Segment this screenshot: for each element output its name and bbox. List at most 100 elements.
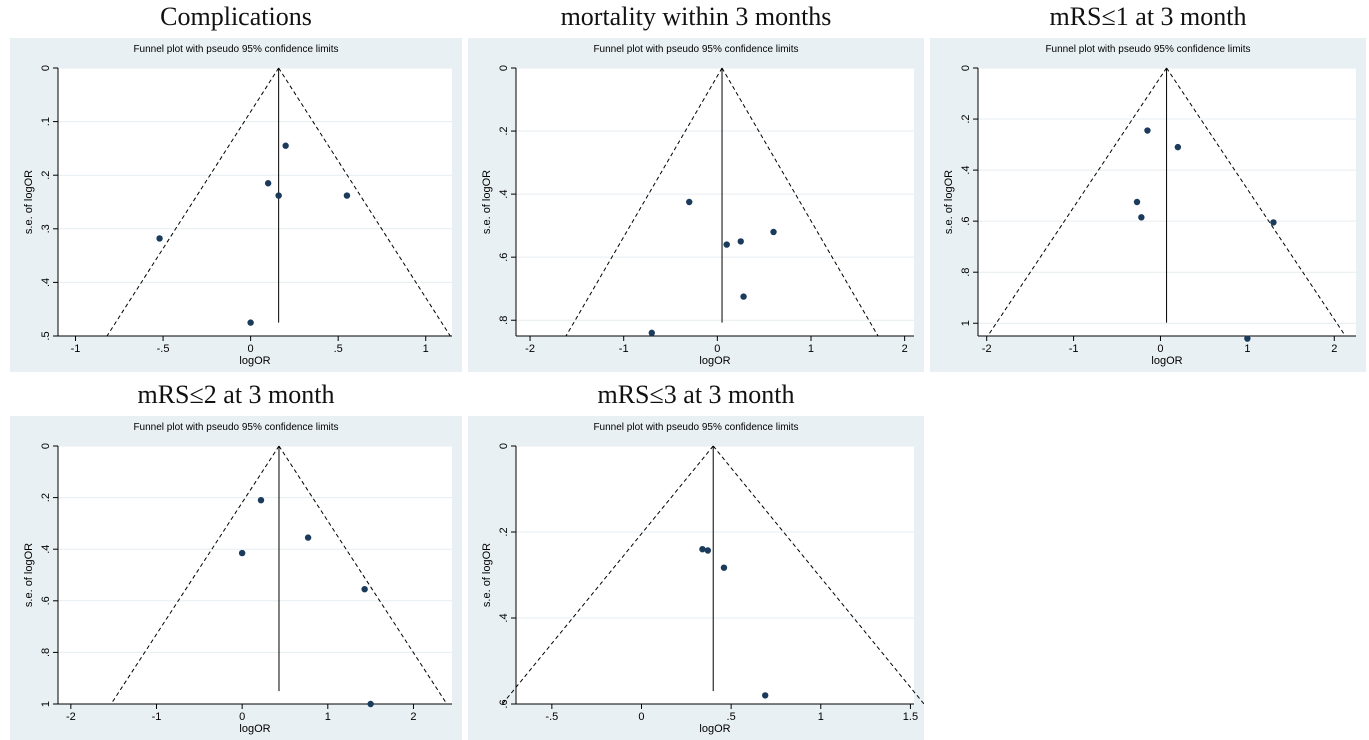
data-point xyxy=(740,293,747,300)
x-tick-label: 1 xyxy=(818,711,824,723)
x-tick-label: 1 xyxy=(325,711,331,723)
funnel-plot: Funnel plot with pseudo 95% confidence l… xyxy=(10,416,462,740)
plot-area xyxy=(516,446,914,704)
x-tick-label: .5 xyxy=(727,711,736,723)
funnel-left-limit xyxy=(987,67,1167,337)
x-tick-label: -2 xyxy=(66,711,76,723)
data-point xyxy=(699,546,706,553)
x-tick-label: 2 xyxy=(410,711,416,723)
x-tick-label: -.5 xyxy=(545,711,558,723)
y-tick-label: .2 xyxy=(40,493,52,502)
data-point xyxy=(1133,198,1141,206)
chart-title: Funnel plot with pseudo 95% confidence l… xyxy=(133,44,338,55)
panel-title: mRS≤1 at 3 month xyxy=(1049,2,1247,31)
x-tick-label: -1 xyxy=(619,343,629,355)
x-tick-label: 0 xyxy=(638,711,644,723)
data-point xyxy=(1174,143,1182,151)
y-tick-label: .8 xyxy=(960,268,972,277)
y-tick-label: .2 xyxy=(40,171,52,180)
data-point xyxy=(247,319,254,326)
funnel-right-limit xyxy=(278,445,448,705)
data-point xyxy=(704,547,712,554)
plot-area xyxy=(516,68,914,336)
panel-title: Complications xyxy=(160,2,312,31)
x-axis-label: logOR xyxy=(699,355,730,367)
y-tick-label: .6 xyxy=(498,699,510,708)
data-point xyxy=(275,192,282,199)
y-tick-label: 0 xyxy=(40,65,52,71)
x-tick-label: 0 xyxy=(248,343,254,355)
y-tick-label: .2 xyxy=(498,527,510,536)
data-point xyxy=(156,235,163,242)
chart-panel-mrs2: mRS≤2 at 3 month Funnel plot with pseudo… xyxy=(10,378,462,740)
y-tick-label: .6 xyxy=(40,596,52,605)
data-point xyxy=(723,241,730,248)
data-point xyxy=(648,329,655,337)
plot-area xyxy=(58,68,452,336)
y-tick-label: 0 xyxy=(498,65,510,71)
y-tick-label: .4 xyxy=(960,166,972,175)
y-tick-label: .4 xyxy=(40,545,52,554)
funnel-right-limit xyxy=(721,67,879,337)
y-axis-label: s.e. of logOR xyxy=(481,543,493,607)
x-tick-label: 0 xyxy=(239,711,245,723)
x-tick-label: 0 xyxy=(714,343,720,355)
y-tick-label: .6 xyxy=(960,217,972,226)
y-tick-label: .8 xyxy=(40,648,52,657)
funnel-right-limit xyxy=(1166,67,1346,337)
data-point xyxy=(1270,219,1277,226)
data-point xyxy=(686,198,693,206)
data-point xyxy=(282,142,289,149)
funnel-plot: Funnel plot with pseudo 95% confidence l… xyxy=(468,416,924,740)
x-tick-label: 1 xyxy=(423,343,429,355)
y-tick-label: 1 xyxy=(960,320,972,326)
x-tick-label: 1.5 xyxy=(903,711,918,723)
y-tick-label: .4 xyxy=(498,190,510,199)
plot-area xyxy=(58,446,452,704)
data-point xyxy=(361,585,368,593)
data-point xyxy=(264,180,272,187)
data-point xyxy=(257,496,265,504)
data-point xyxy=(1138,214,1145,221)
x-tick-label: -.5 xyxy=(157,343,170,355)
y-tick-label: 0 xyxy=(960,65,972,71)
y-axis-label: s.e. of logOR xyxy=(23,170,35,234)
y-axis-label: s.e. of logOR xyxy=(943,170,955,234)
data-point xyxy=(304,534,312,541)
funnel-plot: Funnel plot with pseudo 95% confidence l… xyxy=(10,38,462,372)
x-tick-label: 1 xyxy=(1244,343,1250,355)
y-tick-label: .1 xyxy=(40,117,52,126)
y-tick-label: 0 xyxy=(498,443,510,449)
funnel-left-limit xyxy=(110,445,280,705)
panel-title: mRS≤2 at 3 month xyxy=(137,380,335,409)
y-tick-label: .3 xyxy=(40,224,52,233)
x-tick-label: -1 xyxy=(152,711,162,723)
x-tick-label: 2 xyxy=(902,343,908,355)
data-point xyxy=(770,228,777,236)
chart-panel-complications: Complications Funnel plot with pseudo 95… xyxy=(10,0,462,372)
data-point xyxy=(343,192,351,199)
y-tick-label: .8 xyxy=(498,316,510,325)
chart-title: Funnel plot with pseudo 95% confidence l… xyxy=(133,422,338,433)
x-tick-label: .5 xyxy=(334,343,343,355)
data-point xyxy=(1244,335,1251,342)
x-tick-label: 2 xyxy=(1331,343,1337,355)
y-tick-label: .4 xyxy=(498,613,510,622)
y-axis-label: s.e. of logOR xyxy=(23,543,35,607)
y-tick-label: .4 xyxy=(40,278,52,287)
x-tick-label: 0 xyxy=(1157,343,1163,355)
x-axis-label: logOR xyxy=(699,723,730,735)
x-tick-label: -2 xyxy=(525,343,535,355)
x-tick-label: -1 xyxy=(71,343,81,355)
y-tick-label: 1 xyxy=(40,701,52,707)
x-tick-label: 1 xyxy=(808,343,814,355)
data-point xyxy=(720,564,728,571)
data-point xyxy=(367,700,374,708)
panel-title: mortality within 3 months xyxy=(560,2,832,31)
y-tick-label: 0 xyxy=(40,443,52,449)
data-point xyxy=(1144,127,1151,134)
funnel-left-limit xyxy=(565,67,723,337)
x-axis-label: logOR xyxy=(239,355,270,367)
panel-title: mRS≤3 at 3 month xyxy=(597,380,795,409)
funnel-plot: Funnel plot with pseudo 95% confidence l… xyxy=(930,38,1366,372)
